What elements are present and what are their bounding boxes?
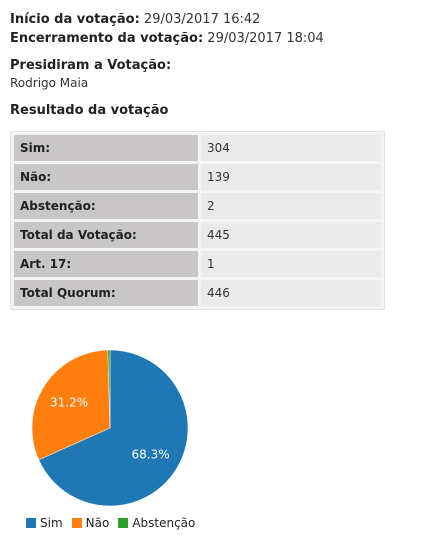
legend-label-sim: Sim bbox=[40, 516, 63, 530]
pie-slice-nao-label: 31.2% bbox=[50, 395, 88, 409]
pie-slice-sim-label: 68.3% bbox=[132, 447, 170, 461]
row-value-sim: 304 bbox=[201, 135, 381, 161]
legend-swatch-abstencao bbox=[118, 518, 129, 528]
row-value-total-votacao: 445 bbox=[201, 222, 381, 248]
row-label-art17: Art. 17: bbox=[14, 251, 198, 277]
voting-start-label: Início da votação: bbox=[10, 12, 140, 27]
legend-label-abstencao: Abstenção bbox=[132, 516, 196, 530]
table-row: Art. 17: 1 bbox=[14, 251, 381, 277]
legend-label-nao: Não bbox=[85, 516, 110, 530]
legend-swatch-sim bbox=[26, 518, 36, 528]
row-label-nao: Não: bbox=[14, 164, 198, 190]
legend-item-sim[interactable]: Sim bbox=[26, 516, 63, 530]
legend-item-abstencao[interactable]: Abstenção bbox=[118, 516, 195, 530]
presided-name: Rodrigo Maia bbox=[10, 76, 89, 90]
row-value-abstencao: 2 bbox=[201, 193, 381, 219]
legend-swatch-nao bbox=[71, 518, 82, 528]
row-label-total-quorum: Total Quorum: bbox=[14, 280, 198, 306]
voting-end-line: Encerramento da votação: 29/03/2017 18:0… bbox=[10, 31, 324, 47]
pie-slice-sim[interactable] bbox=[38, 349, 189, 507]
vote-pie-chart: 68.3% 31.2% bbox=[31, 349, 189, 507]
row-label-abstencao: Abstenção: bbox=[14, 193, 198, 219]
pie-slice-nao[interactable] bbox=[31, 349, 111, 461]
row-value-total-quorum: 446 bbox=[201, 280, 381, 306]
voting-end-value: 29/03/2017 18:04 bbox=[207, 31, 324, 46]
row-value-art17: 1 bbox=[201, 251, 381, 277]
table-row: Total Quorum: 446 bbox=[14, 280, 381, 306]
row-label-sim: Sim: bbox=[14, 135, 198, 161]
row-label-total-votacao: Total da Votação: bbox=[14, 222, 198, 248]
table-row: Abstenção: 2 bbox=[14, 193, 381, 219]
legend-item-nao[interactable]: Não bbox=[71, 516, 110, 530]
pie-slice-abstencao[interactable] bbox=[107, 349, 111, 429]
table-row: Sim: 304 bbox=[14, 135, 381, 161]
row-value-nao: 139 bbox=[201, 164, 381, 190]
result-table: Sim: 304 Não: 139 Abstenção: 2 Total da … bbox=[10, 131, 385, 310]
voting-start-line: Início da votação: 29/03/2017 16:42 bbox=[10, 12, 260, 28]
voting-start-value: 29/03/2017 16:42 bbox=[143, 12, 261, 27]
table-row: Não: 139 bbox=[14, 164, 381, 190]
presided-label: Presidiram a Votação: bbox=[10, 58, 172, 73]
table-row: Total da Votação: 445 bbox=[14, 222, 381, 248]
result-title: Resultado da votação bbox=[10, 103, 169, 118]
voting-end-label: Encerramento da votação: bbox=[10, 31, 204, 46]
chart-legend: Sim Não Abstenção bbox=[26, 516, 204, 530]
